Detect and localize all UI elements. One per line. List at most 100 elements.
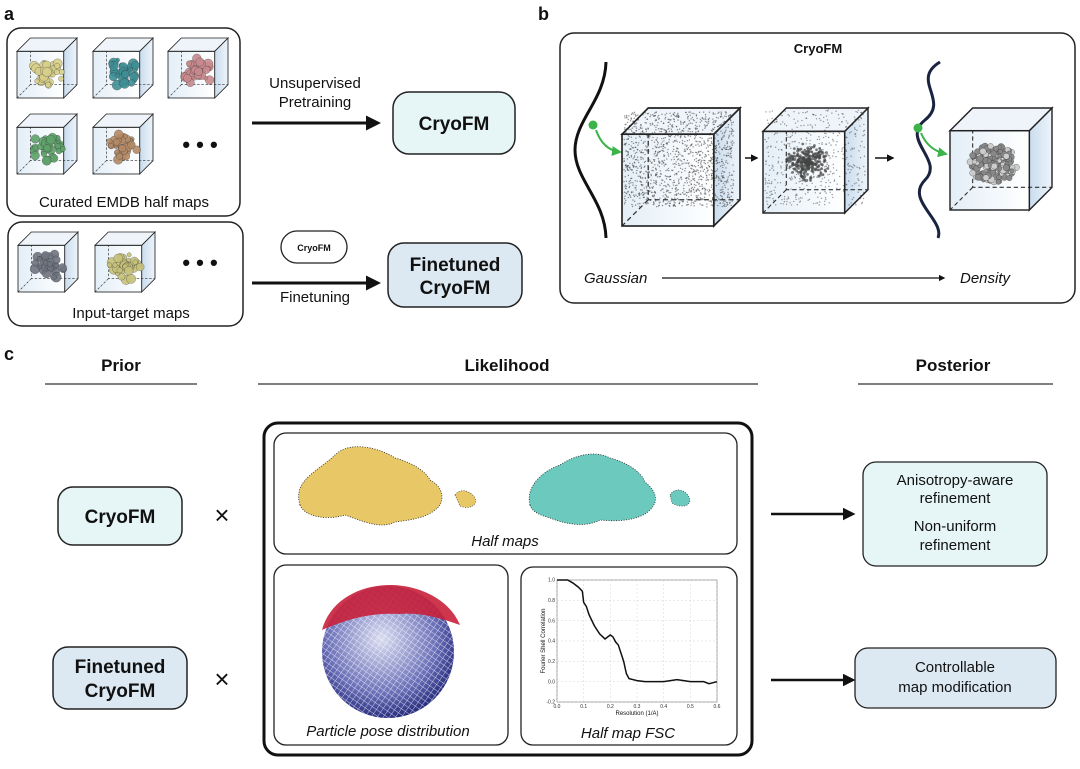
noise-dot xyxy=(825,132,827,135)
noise-dot xyxy=(684,182,686,184)
noise-dot xyxy=(673,158,675,161)
noise-dot xyxy=(675,125,678,128)
noise-dot xyxy=(637,175,639,177)
noise-dot xyxy=(769,191,771,193)
noise-dot xyxy=(705,154,707,157)
noise-dot xyxy=(729,153,731,155)
noise-dot xyxy=(654,164,656,166)
noise-dot xyxy=(841,121,843,123)
noise-dot xyxy=(652,123,654,126)
noise-dot xyxy=(649,122,651,125)
density-voxel xyxy=(807,166,810,169)
noise-dot xyxy=(687,163,690,165)
noise-dot xyxy=(677,154,680,156)
noise-dot xyxy=(697,197,699,200)
noise-dot xyxy=(684,136,686,138)
noise-dot xyxy=(701,187,704,190)
noise-dot xyxy=(812,113,814,115)
noise-dot xyxy=(717,129,719,131)
noise-dot xyxy=(676,189,678,192)
noise-dot xyxy=(859,125,861,127)
noise-dot xyxy=(764,177,766,179)
noise-dot xyxy=(685,126,687,128)
noise-dot xyxy=(711,197,714,199)
noise-dot xyxy=(772,156,774,158)
noise-dot xyxy=(680,120,682,123)
noise-dot xyxy=(664,185,667,187)
noise-dot xyxy=(712,118,714,120)
cryofm-label: CryoFM xyxy=(419,114,490,135)
noise-dot xyxy=(643,133,645,135)
noise-dot xyxy=(623,168,625,171)
noise-dot xyxy=(683,190,685,192)
noise-dot xyxy=(788,115,791,117)
noise-dot xyxy=(837,150,839,153)
noise-dot xyxy=(686,116,689,118)
noise-dot xyxy=(692,201,694,204)
noise-dot xyxy=(686,191,688,194)
noise-dot xyxy=(661,138,663,140)
noise-dot xyxy=(854,202,856,204)
noise-dot xyxy=(712,184,715,186)
noise-dot xyxy=(665,186,667,188)
noise-dot xyxy=(765,181,767,183)
noise-dot xyxy=(645,145,647,147)
noise-dot xyxy=(682,155,684,157)
noise-dot xyxy=(843,191,845,193)
noise-dot xyxy=(863,165,865,168)
noise-dot xyxy=(711,172,714,175)
density-voxel xyxy=(785,163,789,167)
noise-dot xyxy=(675,134,677,136)
noise-dot xyxy=(630,128,632,130)
density-voxel xyxy=(812,157,815,160)
noise-dot xyxy=(674,194,676,196)
map-cube xyxy=(16,37,78,99)
noise-dot xyxy=(860,111,862,114)
noise-dot xyxy=(625,131,627,133)
noise-dot xyxy=(824,200,826,203)
noise-dot xyxy=(681,155,683,157)
noise-dot xyxy=(658,114,660,117)
fsc-caption: Half map FSC xyxy=(581,725,675,742)
noise-dot xyxy=(659,128,661,130)
noise-dot xyxy=(657,116,659,118)
noise-dot xyxy=(675,190,677,193)
noise-dot xyxy=(698,145,700,147)
noise-dot xyxy=(682,162,684,165)
gaussian-curve xyxy=(573,61,608,239)
noise-dot xyxy=(675,163,677,166)
noise-dot xyxy=(689,114,691,116)
noise-dot xyxy=(847,168,849,171)
posterior-1-line1: Anisotropy-aware xyxy=(897,472,1014,489)
noise-dot xyxy=(634,152,637,155)
noise-dot xyxy=(727,152,729,154)
noise-dot xyxy=(631,140,633,143)
noise-dot xyxy=(648,170,650,173)
x-tick-label: 0.5 xyxy=(687,704,694,710)
noise-dot xyxy=(665,131,668,134)
noise-dot xyxy=(784,184,787,187)
noise-dot xyxy=(695,184,697,187)
noise-dot xyxy=(803,124,805,127)
noise-dot xyxy=(720,111,722,113)
noise-dot xyxy=(708,144,711,146)
noise-dot xyxy=(632,182,634,184)
noise-dot xyxy=(828,155,831,157)
pretrain-data-caption: Curated EMDB half maps xyxy=(39,194,209,211)
noise-dot xyxy=(662,201,665,203)
noise-dot xyxy=(697,130,699,133)
noise-dot xyxy=(827,179,830,181)
noise-dot xyxy=(699,159,701,161)
panel-c: c Prior Likelihood Posterior CryoFM × Fi… xyxy=(4,344,1057,757)
noise-dot xyxy=(824,129,826,132)
noise-dot xyxy=(726,204,728,206)
noise-dot xyxy=(851,185,853,187)
noise-dot xyxy=(714,148,717,150)
noise-dot xyxy=(718,151,720,153)
noise-dot xyxy=(702,204,704,206)
noise-dot xyxy=(682,143,684,145)
pose-sphere xyxy=(322,585,460,718)
noise-dot xyxy=(643,161,646,164)
noise-dot xyxy=(722,136,724,138)
noise-dot xyxy=(647,167,650,169)
